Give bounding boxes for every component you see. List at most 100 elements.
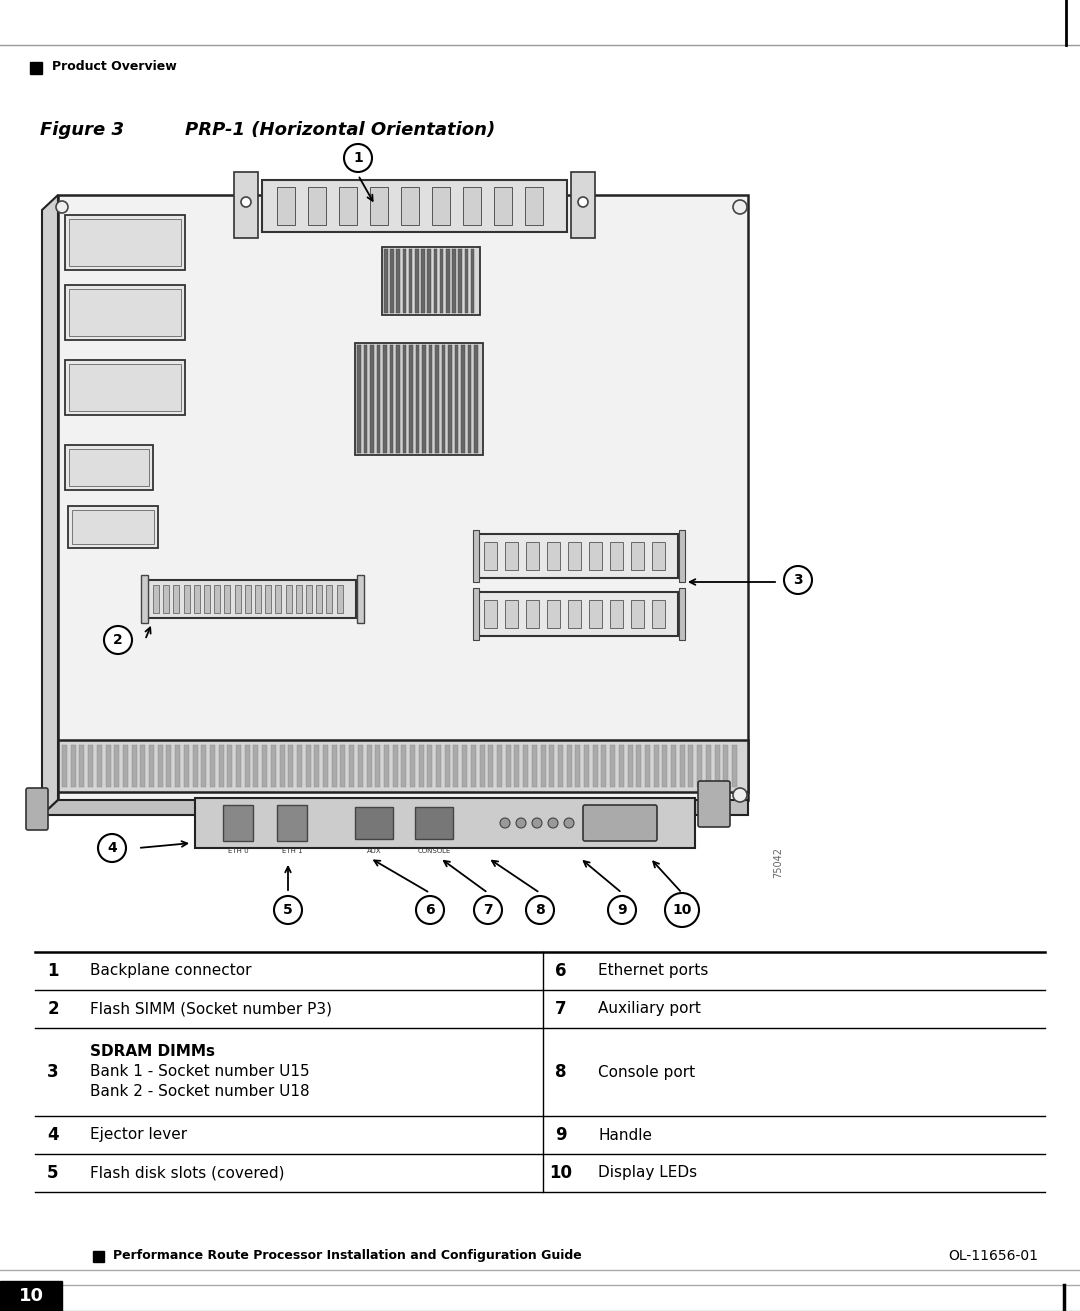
Bar <box>382 246 480 315</box>
Bar <box>58 739 748 792</box>
Circle shape <box>345 144 372 172</box>
Text: Bank 2 - Socket number U18: Bank 2 - Socket number U18 <box>90 1084 310 1100</box>
Bar <box>631 541 644 570</box>
Bar <box>132 745 136 787</box>
Circle shape <box>500 818 510 829</box>
Bar <box>531 745 537 787</box>
Bar <box>370 187 388 225</box>
Bar <box>280 745 284 787</box>
Bar <box>0 1281 62 1311</box>
Bar <box>227 745 232 787</box>
Bar <box>461 345 464 454</box>
Bar <box>306 585 312 614</box>
Bar <box>422 345 426 454</box>
Bar <box>571 172 595 239</box>
Bar <box>140 745 146 787</box>
Polygon shape <box>58 195 748 800</box>
Bar <box>416 345 419 454</box>
Circle shape <box>733 201 747 214</box>
Bar <box>715 745 719 787</box>
Bar <box>306 745 311 787</box>
Text: 3: 3 <box>793 573 802 587</box>
Bar <box>442 345 445 454</box>
Bar <box>396 345 400 454</box>
Bar <box>409 249 413 313</box>
Bar <box>297 745 302 787</box>
Bar <box>153 585 159 614</box>
Bar <box>158 745 163 787</box>
Bar <box>445 745 449 787</box>
FancyBboxPatch shape <box>698 781 730 827</box>
FancyBboxPatch shape <box>583 805 657 840</box>
Polygon shape <box>42 800 748 815</box>
Bar <box>72 510 154 544</box>
Bar <box>432 187 450 225</box>
Bar <box>429 345 432 454</box>
Bar <box>662 745 667 787</box>
Bar <box>97 745 102 787</box>
Bar <box>526 541 539 570</box>
Text: Flash disk slots (covered): Flash disk slots (covered) <box>90 1165 284 1180</box>
Bar <box>204 585 210 614</box>
Text: Bank 1 - Socket number U15: Bank 1 - Socket number U15 <box>90 1065 310 1079</box>
Circle shape <box>516 818 526 829</box>
Bar <box>403 345 406 454</box>
Bar <box>276 187 295 225</box>
Bar <box>184 745 189 787</box>
Text: Backplane connector: Backplane connector <box>90 964 252 978</box>
Bar <box>636 745 642 787</box>
Bar <box>505 541 518 570</box>
Bar <box>497 745 502 787</box>
Text: ETH 0: ETH 0 <box>228 848 248 853</box>
Circle shape <box>548 818 558 829</box>
Bar <box>65 215 185 270</box>
Bar <box>679 745 685 787</box>
Bar <box>505 600 518 628</box>
Text: 7: 7 <box>483 903 492 916</box>
Bar <box>627 745 633 787</box>
Bar <box>523 745 528 787</box>
Circle shape <box>416 895 444 924</box>
Bar <box>106 745 110 787</box>
Bar <box>589 600 602 628</box>
Bar <box>69 288 181 336</box>
Bar <box>383 745 389 787</box>
Bar <box>455 345 458 454</box>
Bar <box>237 745 241 787</box>
Text: 10: 10 <box>18 1287 43 1304</box>
Bar <box>114 745 119 787</box>
Bar <box>149 745 154 787</box>
Bar <box>69 364 181 412</box>
Bar <box>390 345 393 454</box>
Bar <box>724 745 728 787</box>
Bar <box>296 585 301 614</box>
Bar <box>697 745 702 787</box>
Bar <box>65 284 185 340</box>
Circle shape <box>241 197 251 207</box>
Text: 4: 4 <box>107 840 117 855</box>
Text: Ejector lever: Ejector lever <box>90 1127 187 1142</box>
Bar <box>340 745 346 787</box>
Text: OL-11656-01: OL-11656-01 <box>948 1249 1038 1262</box>
Bar <box>584 745 589 787</box>
Circle shape <box>784 566 812 594</box>
Bar <box>464 249 468 313</box>
Text: 10: 10 <box>550 1164 572 1183</box>
Bar <box>433 249 437 313</box>
Bar <box>166 745 172 787</box>
Bar <box>453 249 456 313</box>
Bar <box>123 745 127 787</box>
Bar <box>276 805 307 840</box>
Text: 1: 1 <box>353 151 363 165</box>
Bar <box>357 745 363 787</box>
Bar <box>440 249 443 313</box>
Bar <box>480 745 485 787</box>
Bar <box>30 62 42 73</box>
Bar <box>494 187 512 225</box>
Bar <box>505 745 511 787</box>
Bar <box>415 808 453 839</box>
Text: 7: 7 <box>555 1000 567 1019</box>
Bar <box>631 600 644 628</box>
Bar <box>473 589 480 640</box>
Text: 2: 2 <box>48 1000 58 1019</box>
